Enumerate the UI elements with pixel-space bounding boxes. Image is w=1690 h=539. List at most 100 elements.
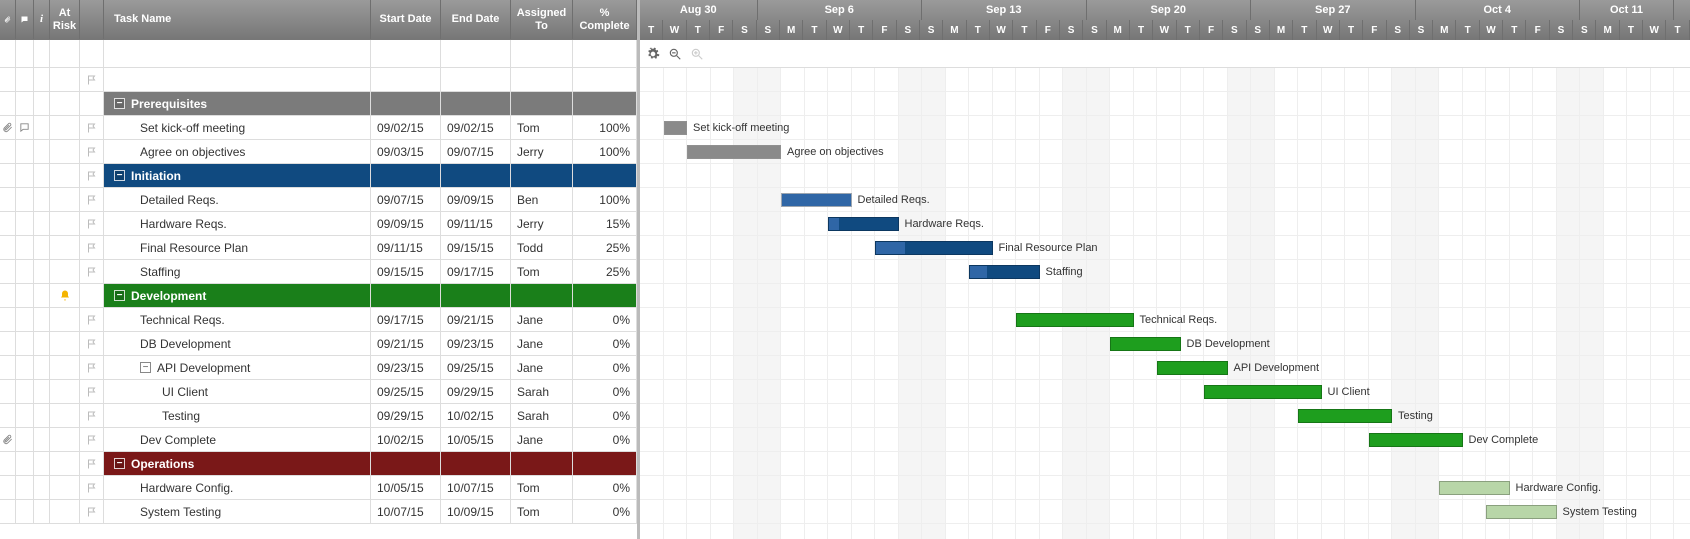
gantt-bar[interactable]: Staffing [969,265,1083,279]
cell-assign[interactable] [511,68,573,91]
cell-task-name[interactable]: UI Client [104,380,371,403]
cell-start[interactable]: 09/02/15 [371,116,441,139]
cell-pct[interactable]: 0% [573,500,637,523]
cell-flag[interactable] [80,164,104,187]
gantt-bar[interactable]: Testing [1298,409,1433,423]
cell-flag[interactable] [80,212,104,235]
cell-pct[interactable]: 0% [573,332,637,355]
gantt-body[interactable]: Set kick-off meetingAgree on objectivesD… [640,68,1690,539]
cell-start[interactable]: 09/23/15 [371,356,441,379]
cell-task-name[interactable] [104,68,371,91]
cell-pct[interactable]: 100% [573,116,637,139]
cell-start[interactable] [371,164,441,187]
cell-task-name[interactable]: −API Development [104,356,371,379]
col-header-start[interactable]: Start Date [371,0,441,39]
cell-task-name[interactable]: Staffing [104,260,371,283]
cell-start[interactable]: 09/07/15 [371,188,441,211]
cell-assign[interactable]: Todd [511,236,573,259]
cell-pct[interactable]: 0% [573,380,637,403]
cell-assign[interactable]: Jerry [511,140,573,163]
cell-flag[interactable] [80,236,104,259]
cell-task-name[interactable]: System Testing [104,500,371,523]
cell-end[interactable]: 10/05/15 [441,428,511,451]
col-header-info[interactable]: i [34,0,50,39]
cell-assign[interactable]: Jerry [511,212,573,235]
cell-pct[interactable]: 0% [573,356,637,379]
cell-task-name[interactable]: −Operations [104,452,371,475]
cell-task-name[interactable]: Technical Reqs. [104,308,371,331]
cell-pct[interactable]: 0% [573,404,637,427]
cell-end[interactable] [441,68,511,91]
filter-assign[interactable] [511,40,573,67]
filter-flag[interactable] [80,40,104,67]
filter-pct[interactable] [573,40,637,67]
cell-start[interactable] [371,92,441,115]
zoom-in-icon[interactable] [690,47,704,61]
cell-end[interactable]: 09/09/15 [441,188,511,211]
filter-start[interactable] [371,40,441,67]
group-row[interactable]: −Development [0,284,637,308]
col-header-task[interactable]: Task Name [104,0,371,39]
cell-flag[interactable] [80,452,104,475]
table-row[interactable] [0,68,637,92]
cell-start[interactable]: 09/15/15 [371,260,441,283]
cell-start[interactable]: 09/21/15 [371,332,441,355]
cell-start[interactable] [371,452,441,475]
cell-task-name[interactable]: Dev Complete [104,428,371,451]
cell-flag[interactable] [80,428,104,451]
cell-pct[interactable]: 0% [573,428,637,451]
col-header-attachment[interactable] [0,0,16,39]
table-row[interactable]: −API Development09/23/1509/25/15Jane0% [0,356,637,380]
cell-end[interactable]: 09/02/15 [441,116,511,139]
cell-assign[interactable]: Jane [511,332,573,355]
gantt-bar[interactable]: Set kick-off meeting [664,121,790,135]
cell-assign[interactable]: Jane [511,428,573,451]
cell-assign[interactable] [511,92,573,115]
cell-task-name[interactable]: Agree on objectives [104,140,371,163]
cell-assign[interactable]: Tom [511,500,573,523]
gantt-bar[interactable]: UI Client [1204,385,1370,399]
cell-end[interactable]: 09/21/15 [441,308,511,331]
cell-assign[interactable]: Sarah [511,380,573,403]
cell-task-name[interactable]: −Initiation [104,164,371,187]
cell-task-name[interactable]: Hardware Config. [104,476,371,499]
gantt-bar[interactable]: API Development [1157,361,1319,375]
cell-task-name[interactable]: Set kick-off meeting [104,116,371,139]
cell-start[interactable]: 09/09/15 [371,212,441,235]
cell-flag[interactable] [80,260,104,283]
cell-end[interactable]: 09/17/15 [441,260,511,283]
cell-end[interactable]: 09/11/15 [441,212,511,235]
cell-risk[interactable] [50,284,80,307]
cell-start[interactable]: 09/29/15 [371,404,441,427]
cell-pct[interactable]: 15% [573,212,637,235]
cell-pct[interactable]: 25% [573,236,637,259]
cell-end[interactable]: 09/23/15 [441,332,511,355]
cell-start[interactable]: 10/07/15 [371,500,441,523]
cell-assign[interactable]: Tom [511,116,573,139]
cell-assign[interactable] [511,284,573,307]
group-row[interactable]: −Initiation [0,164,637,188]
group-row[interactable]: −Operations [0,452,637,476]
col-header-comment[interactable] [16,0,34,39]
gantt-bar[interactable]: System Testing [1486,505,1637,519]
cell-assign[interactable]: Sarah [511,404,573,427]
cell-task-name[interactable]: DB Development [104,332,371,355]
collapse-icon[interactable]: − [114,98,125,109]
col-header-assign[interactable]: Assigned To [511,0,573,39]
cell-pct[interactable] [573,164,637,187]
cell-assign[interactable]: Tom [511,476,573,499]
cell-task-name[interactable]: −Prerequisites [104,92,371,115]
gantt-bar[interactable]: Hardware Reqs. [828,217,984,231]
cell-flag[interactable] [80,500,104,523]
cell-end[interactable] [441,164,511,187]
cell-task-name[interactable]: Testing [104,404,371,427]
cell-pct[interactable]: 100% [573,140,637,163]
cell-end[interactable] [441,452,511,475]
cell-end[interactable]: 09/29/15 [441,380,511,403]
cell-end[interactable]: 10/09/15 [441,500,511,523]
cell-end[interactable]: 09/07/15 [441,140,511,163]
cell-flag[interactable] [80,308,104,331]
table-row[interactable]: Final Resource Plan09/11/1509/15/15Todd2… [0,236,637,260]
table-row[interactable]: UI Client09/25/1509/29/15Sarah0% [0,380,637,404]
cell-attachment[interactable] [0,116,16,139]
